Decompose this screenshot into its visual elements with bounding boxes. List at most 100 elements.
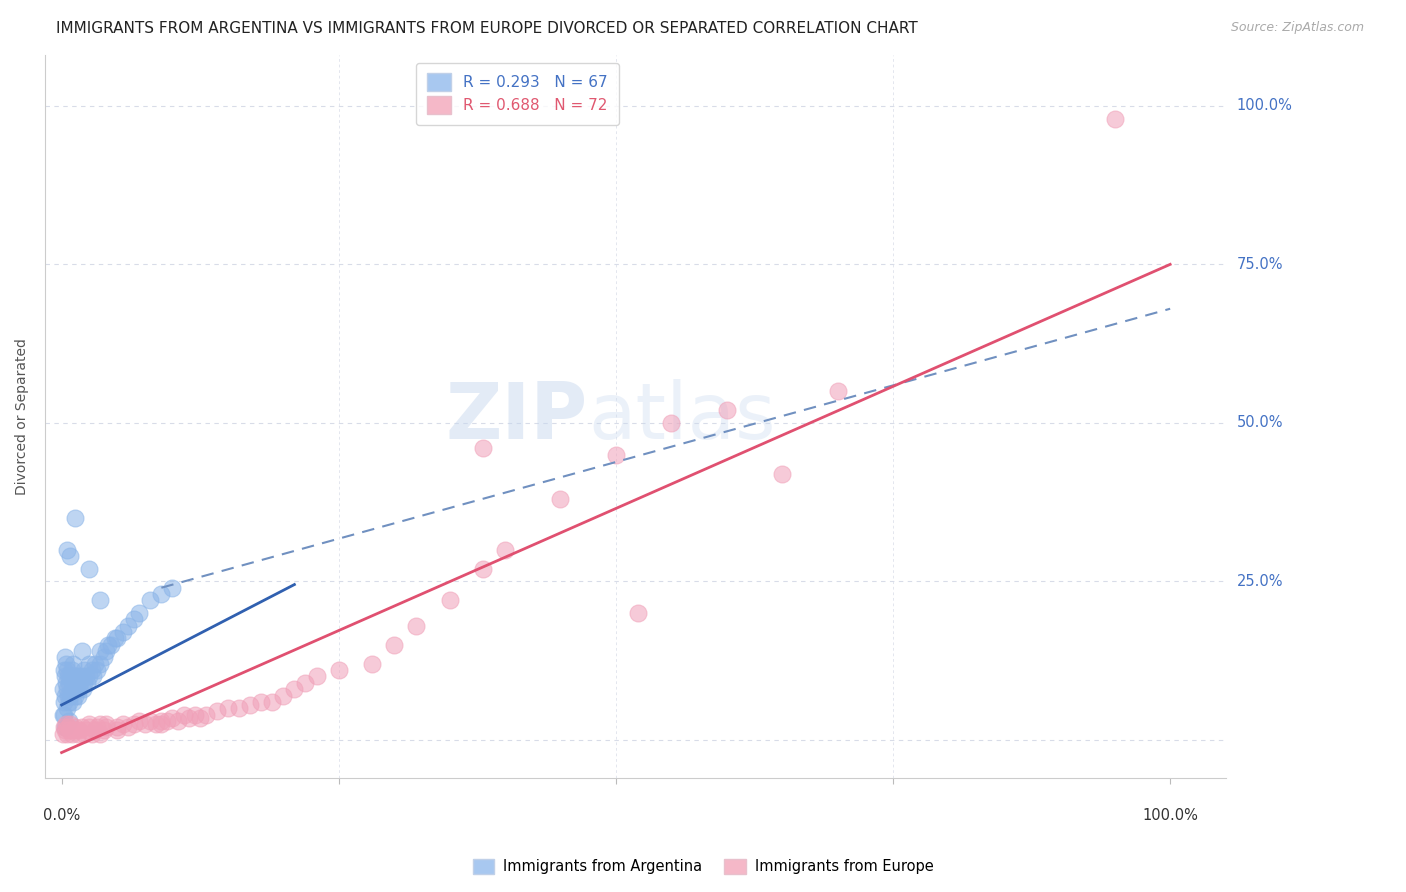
Point (58, 669, 80, 683)
Point (55, 717, 77, 731)
Point (73, 726, 96, 740)
Point (93, 650, 115, 665)
Point (89, 657, 111, 671)
Point (79, 669, 101, 683)
Point (122, 612, 145, 626)
Point (89, 717, 111, 731)
Point (76, 675, 98, 690)
Point (53, 723, 76, 738)
Point (65, 682, 87, 697)
Point (60, 682, 83, 697)
Point (105, 723, 128, 738)
Point (58, 714, 80, 728)
Point (328, 663, 350, 677)
Point (70, 669, 93, 683)
Point (471, 442, 494, 456)
Point (194, 707, 217, 722)
Point (239, 698, 262, 712)
Point (67, 723, 90, 738)
Point (294, 675, 316, 690)
Point (70, 720, 93, 734)
Point (67, 689, 90, 703)
Point (89, 644, 111, 658)
Point (105, 632, 128, 646)
Point (65, 723, 87, 738)
Point (770, 467, 793, 481)
Point (93, 723, 115, 738)
Point (183, 707, 205, 722)
Point (100, 638, 122, 652)
Text: Source: ZipAtlas.com: Source: ZipAtlas.com (1230, 21, 1364, 34)
Point (52, 720, 75, 734)
Point (305, 669, 328, 683)
Point (605, 448, 627, 462)
Point (150, 587, 173, 601)
Point (67, 682, 90, 697)
Point (56, 663, 79, 677)
Point (117, 619, 139, 633)
Point (150, 717, 173, 731)
Point (52, 663, 75, 677)
Point (104, 632, 127, 646)
Point (94, 644, 117, 658)
Point (94, 720, 117, 734)
Point (56, 701, 79, 715)
Point (228, 701, 250, 715)
Point (75, 669, 97, 683)
Point (659, 416, 682, 430)
Point (128, 714, 150, 728)
Point (83, 657, 105, 671)
Point (471, 562, 494, 576)
Point (550, 491, 572, 506)
Point (128, 606, 150, 620)
Point (150, 714, 173, 728)
Text: 75.0%: 75.0% (1237, 257, 1284, 272)
Point (63, 689, 86, 703)
Point (62, 657, 84, 671)
Point (59, 689, 82, 703)
Point (273, 689, 295, 703)
Point (139, 714, 162, 728)
Point (205, 704, 228, 718)
Point (59, 717, 82, 731)
Point (67, 726, 90, 740)
Point (58, 675, 80, 690)
Point (405, 619, 427, 633)
Point (63, 511, 86, 525)
Point (97, 638, 120, 652)
Point (62, 695, 84, 709)
Text: ZIP: ZIP (446, 378, 588, 455)
Point (63, 720, 86, 734)
Legend: R = 0.293   N = 67, R = 0.688   N = 72: R = 0.293 N = 67, R = 0.688 N = 72 (416, 62, 619, 125)
Legend: Immigrants from Argentina, Immigrants from Europe: Immigrants from Argentina, Immigrants fr… (467, 853, 939, 880)
Point (134, 717, 156, 731)
Point (117, 720, 139, 734)
Text: 100.0%: 100.0% (1237, 98, 1292, 113)
Text: IMMIGRANTS FROM ARGENTINA VS IMMIGRANTS FROM EUROPE DIVORCED OR SEPARATED CORREL: IMMIGRANTS FROM ARGENTINA VS IMMIGRANTS … (56, 21, 918, 36)
Point (162, 711, 184, 725)
Point (60, 663, 83, 677)
Point (59, 549, 82, 563)
Point (69, 675, 91, 690)
Point (283, 682, 305, 697)
Point (73, 675, 96, 690)
Point (52, 682, 75, 697)
Point (58, 695, 80, 709)
Point (716, 403, 738, 417)
Point (52, 707, 75, 722)
Point (382, 638, 405, 652)
Point (162, 581, 184, 595)
Point (58, 689, 80, 703)
Point (188, 711, 211, 725)
Text: 0.0%: 0.0% (44, 808, 80, 823)
Point (75, 723, 97, 738)
Point (83, 723, 105, 738)
Point (80, 726, 103, 740)
Point (122, 717, 145, 731)
Point (58, 720, 80, 734)
Point (56, 726, 79, 740)
Point (89, 593, 111, 607)
Point (52, 707, 75, 722)
Point (177, 711, 200, 725)
Point (53, 669, 76, 683)
